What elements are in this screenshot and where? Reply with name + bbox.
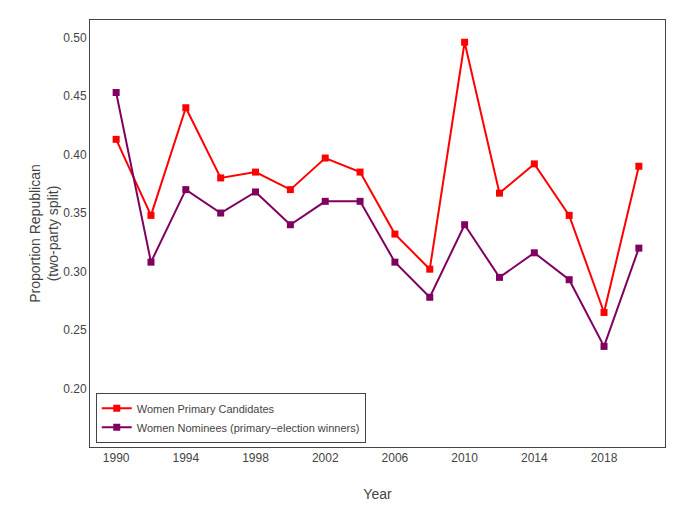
svg-text:2018: 2018	[591, 451, 618, 465]
svg-text:Year: Year	[363, 486, 392, 502]
svg-text:2002: 2002	[312, 451, 339, 465]
svg-text:1994: 1994	[172, 451, 199, 465]
svg-text:0.40: 0.40	[63, 148, 87, 162]
svg-text:1998: 1998	[242, 451, 269, 465]
svg-text:2010: 2010	[451, 451, 478, 465]
svg-text:0.45: 0.45	[63, 89, 87, 103]
svg-text:Women Primary Candidates: Women Primary Candidates	[137, 403, 275, 415]
svg-text:2006: 2006	[382, 451, 409, 465]
svg-text:1990: 1990	[103, 451, 130, 465]
svg-text:Proportion Republican(two-part: Proportion Republican(two-party split)	[27, 164, 61, 303]
svg-text:0.25: 0.25	[63, 323, 87, 337]
svg-text:0.20: 0.20	[63, 382, 87, 396]
svg-text:Women Nominees (primary−electi: Women Nominees (primary−election winners…	[137, 422, 360, 434]
svg-text:0.35: 0.35	[63, 206, 87, 220]
svg-text:2014: 2014	[521, 451, 548, 465]
svg-text:0.50: 0.50	[63, 31, 87, 45]
svg-text:0.30: 0.30	[63, 265, 87, 279]
